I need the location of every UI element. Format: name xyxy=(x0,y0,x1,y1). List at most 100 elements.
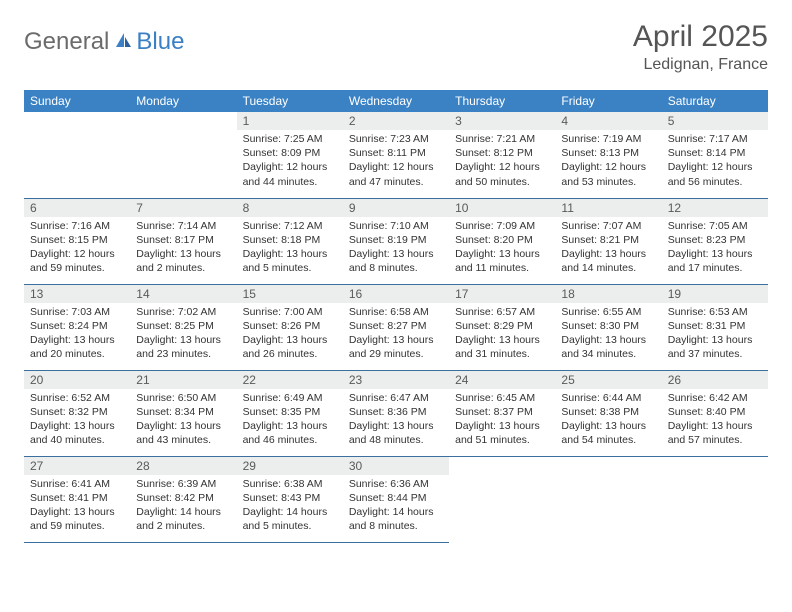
logo-sail-icon xyxy=(114,31,132,54)
day-details: Sunrise: 6:38 AMSunset: 8:43 PMDaylight:… xyxy=(237,475,343,538)
day-number: 15 xyxy=(237,285,343,303)
calendar-day-cell: 18Sunrise: 6:55 AMSunset: 8:30 PMDayligh… xyxy=(555,284,661,370)
day-details: Sunrise: 7:02 AMSunset: 8:25 PMDaylight:… xyxy=(130,303,236,366)
calendar-day-cell: 5Sunrise: 7:17 AMSunset: 8:14 PMDaylight… xyxy=(662,112,768,198)
weekday-header: Friday xyxy=(555,90,661,112)
weekday-header: Tuesday xyxy=(237,90,343,112)
day-details: Sunrise: 6:50 AMSunset: 8:34 PMDaylight:… xyxy=(130,389,236,452)
logo-text-blue: Blue xyxy=(136,28,184,56)
day-details: Sunrise: 7:14 AMSunset: 8:17 PMDaylight:… xyxy=(130,217,236,280)
day-number: 2 xyxy=(343,112,449,130)
calendar-day-cell: 6Sunrise: 7:16 AMSunset: 8:15 PMDaylight… xyxy=(24,198,130,284)
calendar-day-cell: 30Sunrise: 6:36 AMSunset: 8:44 PMDayligh… xyxy=(343,456,449,542)
day-details: Sunrise: 6:49 AMSunset: 8:35 PMDaylight:… xyxy=(237,389,343,452)
title-block: April 2025 Ledignan, France xyxy=(633,20,768,74)
calendar-day-cell: 24Sunrise: 6:45 AMSunset: 8:37 PMDayligh… xyxy=(449,370,555,456)
calendar-week-row: 13Sunrise: 7:03 AMSunset: 8:24 PMDayligh… xyxy=(24,284,768,370)
calendar-day-cell: 2Sunrise: 7:23 AMSunset: 8:11 PMDaylight… xyxy=(343,112,449,198)
empty-cell xyxy=(24,112,130,198)
calendar-day-cell: 25Sunrise: 6:44 AMSunset: 8:38 PMDayligh… xyxy=(555,370,661,456)
weekday-header-row: SundayMondayTuesdayWednesdayThursdayFrid… xyxy=(24,90,768,112)
day-number: 6 xyxy=(24,199,130,217)
day-number: 25 xyxy=(555,371,661,389)
calendar-day-cell: 14Sunrise: 7:02 AMSunset: 8:25 PMDayligh… xyxy=(130,284,236,370)
day-details: Sunrise: 6:44 AMSunset: 8:38 PMDaylight:… xyxy=(555,389,661,452)
calendar-day-cell: 28Sunrise: 6:39 AMSunset: 8:42 PMDayligh… xyxy=(130,456,236,542)
day-number: 7 xyxy=(130,199,236,217)
day-details: Sunrise: 7:17 AMSunset: 8:14 PMDaylight:… xyxy=(662,130,768,193)
logo-text-general: General xyxy=(24,28,109,56)
calendar-day-cell: 21Sunrise: 6:50 AMSunset: 8:34 PMDayligh… xyxy=(130,370,236,456)
day-number: 24 xyxy=(449,371,555,389)
month-title: April 2025 xyxy=(633,20,768,54)
weekday-header: Saturday xyxy=(662,90,768,112)
day-number: 30 xyxy=(343,457,449,475)
day-number: 12 xyxy=(662,199,768,217)
day-details: Sunrise: 6:45 AMSunset: 8:37 PMDaylight:… xyxy=(449,389,555,452)
day-details: Sunrise: 6:53 AMSunset: 8:31 PMDaylight:… xyxy=(662,303,768,366)
calendar-week-row: 20Sunrise: 6:52 AMSunset: 8:32 PMDayligh… xyxy=(24,370,768,456)
calendar-day-cell: 1Sunrise: 7:25 AMSunset: 8:09 PMDaylight… xyxy=(237,112,343,198)
day-number: 20 xyxy=(24,371,130,389)
calendar-day-cell: 7Sunrise: 7:14 AMSunset: 8:17 PMDaylight… xyxy=(130,198,236,284)
day-number: 14 xyxy=(130,285,236,303)
day-number: 19 xyxy=(662,285,768,303)
empty-cell xyxy=(130,112,236,198)
calendar-week-row: 1Sunrise: 7:25 AMSunset: 8:09 PMDaylight… xyxy=(24,112,768,198)
calendar-day-cell: 29Sunrise: 6:38 AMSunset: 8:43 PMDayligh… xyxy=(237,456,343,542)
calendar-week-row: 6Sunrise: 7:16 AMSunset: 8:15 PMDaylight… xyxy=(24,198,768,284)
day-number: 27 xyxy=(24,457,130,475)
calendar-day-cell: 16Sunrise: 6:58 AMSunset: 8:27 PMDayligh… xyxy=(343,284,449,370)
day-number: 16 xyxy=(343,285,449,303)
calendar-day-cell: 17Sunrise: 6:57 AMSunset: 8:29 PMDayligh… xyxy=(449,284,555,370)
calendar-day-cell: 11Sunrise: 7:07 AMSunset: 8:21 PMDayligh… xyxy=(555,198,661,284)
calendar-week-row: 27Sunrise: 6:41 AMSunset: 8:41 PMDayligh… xyxy=(24,456,768,542)
calendar-day-cell: 3Sunrise: 7:21 AMSunset: 8:12 PMDaylight… xyxy=(449,112,555,198)
day-number: 17 xyxy=(449,285,555,303)
day-details: Sunrise: 7:23 AMSunset: 8:11 PMDaylight:… xyxy=(343,130,449,193)
location: Ledignan, France xyxy=(633,56,768,74)
day-details: Sunrise: 7:07 AMSunset: 8:21 PMDaylight:… xyxy=(555,217,661,280)
day-details: Sunrise: 6:47 AMSunset: 8:36 PMDaylight:… xyxy=(343,389,449,452)
day-details: Sunrise: 6:57 AMSunset: 8:29 PMDaylight:… xyxy=(449,303,555,366)
logo: General Blue xyxy=(24,20,184,56)
empty-cell xyxy=(555,456,661,542)
day-number: 22 xyxy=(237,371,343,389)
calendar-day-cell: 15Sunrise: 7:00 AMSunset: 8:26 PMDayligh… xyxy=(237,284,343,370)
day-number: 4 xyxy=(555,112,661,130)
day-details: Sunrise: 6:39 AMSunset: 8:42 PMDaylight:… xyxy=(130,475,236,538)
empty-cell xyxy=(662,456,768,542)
day-details: Sunrise: 6:36 AMSunset: 8:44 PMDaylight:… xyxy=(343,475,449,538)
weekday-header: Thursday xyxy=(449,90,555,112)
day-details: Sunrise: 7:03 AMSunset: 8:24 PMDaylight:… xyxy=(24,303,130,366)
day-number: 26 xyxy=(662,371,768,389)
day-number: 8 xyxy=(237,199,343,217)
calendar-day-cell: 27Sunrise: 6:41 AMSunset: 8:41 PMDayligh… xyxy=(24,456,130,542)
day-details: Sunrise: 7:16 AMSunset: 8:15 PMDaylight:… xyxy=(24,217,130,280)
day-details: Sunrise: 6:58 AMSunset: 8:27 PMDaylight:… xyxy=(343,303,449,366)
day-details: Sunrise: 7:05 AMSunset: 8:23 PMDaylight:… xyxy=(662,217,768,280)
day-details: Sunrise: 7:12 AMSunset: 8:18 PMDaylight:… xyxy=(237,217,343,280)
day-details: Sunrise: 7:00 AMSunset: 8:26 PMDaylight:… xyxy=(237,303,343,366)
day-details: Sunrise: 6:41 AMSunset: 8:41 PMDaylight:… xyxy=(24,475,130,538)
calendar-day-cell: 20Sunrise: 6:52 AMSunset: 8:32 PMDayligh… xyxy=(24,370,130,456)
calendar-day-cell: 19Sunrise: 6:53 AMSunset: 8:31 PMDayligh… xyxy=(662,284,768,370)
day-details: Sunrise: 7:25 AMSunset: 8:09 PMDaylight:… xyxy=(237,130,343,193)
day-number: 13 xyxy=(24,285,130,303)
calendar-day-cell: 12Sunrise: 7:05 AMSunset: 8:23 PMDayligh… xyxy=(662,198,768,284)
day-number: 10 xyxy=(449,199,555,217)
day-details: Sunrise: 7:10 AMSunset: 8:19 PMDaylight:… xyxy=(343,217,449,280)
calendar-day-cell: 10Sunrise: 7:09 AMSunset: 8:20 PMDayligh… xyxy=(449,198,555,284)
calendar-day-cell: 13Sunrise: 7:03 AMSunset: 8:24 PMDayligh… xyxy=(24,284,130,370)
weekday-header: Monday xyxy=(130,90,236,112)
day-number: 23 xyxy=(343,371,449,389)
weekday-header: Wednesday xyxy=(343,90,449,112)
day-number: 29 xyxy=(237,457,343,475)
header: General Blue April 2025 Ledignan, France xyxy=(24,20,768,74)
calendar-day-cell: 26Sunrise: 6:42 AMSunset: 8:40 PMDayligh… xyxy=(662,370,768,456)
day-number: 5 xyxy=(662,112,768,130)
day-number: 18 xyxy=(555,285,661,303)
day-number: 28 xyxy=(130,457,236,475)
calendar-day-cell: 23Sunrise: 6:47 AMSunset: 8:36 PMDayligh… xyxy=(343,370,449,456)
empty-cell xyxy=(449,456,555,542)
